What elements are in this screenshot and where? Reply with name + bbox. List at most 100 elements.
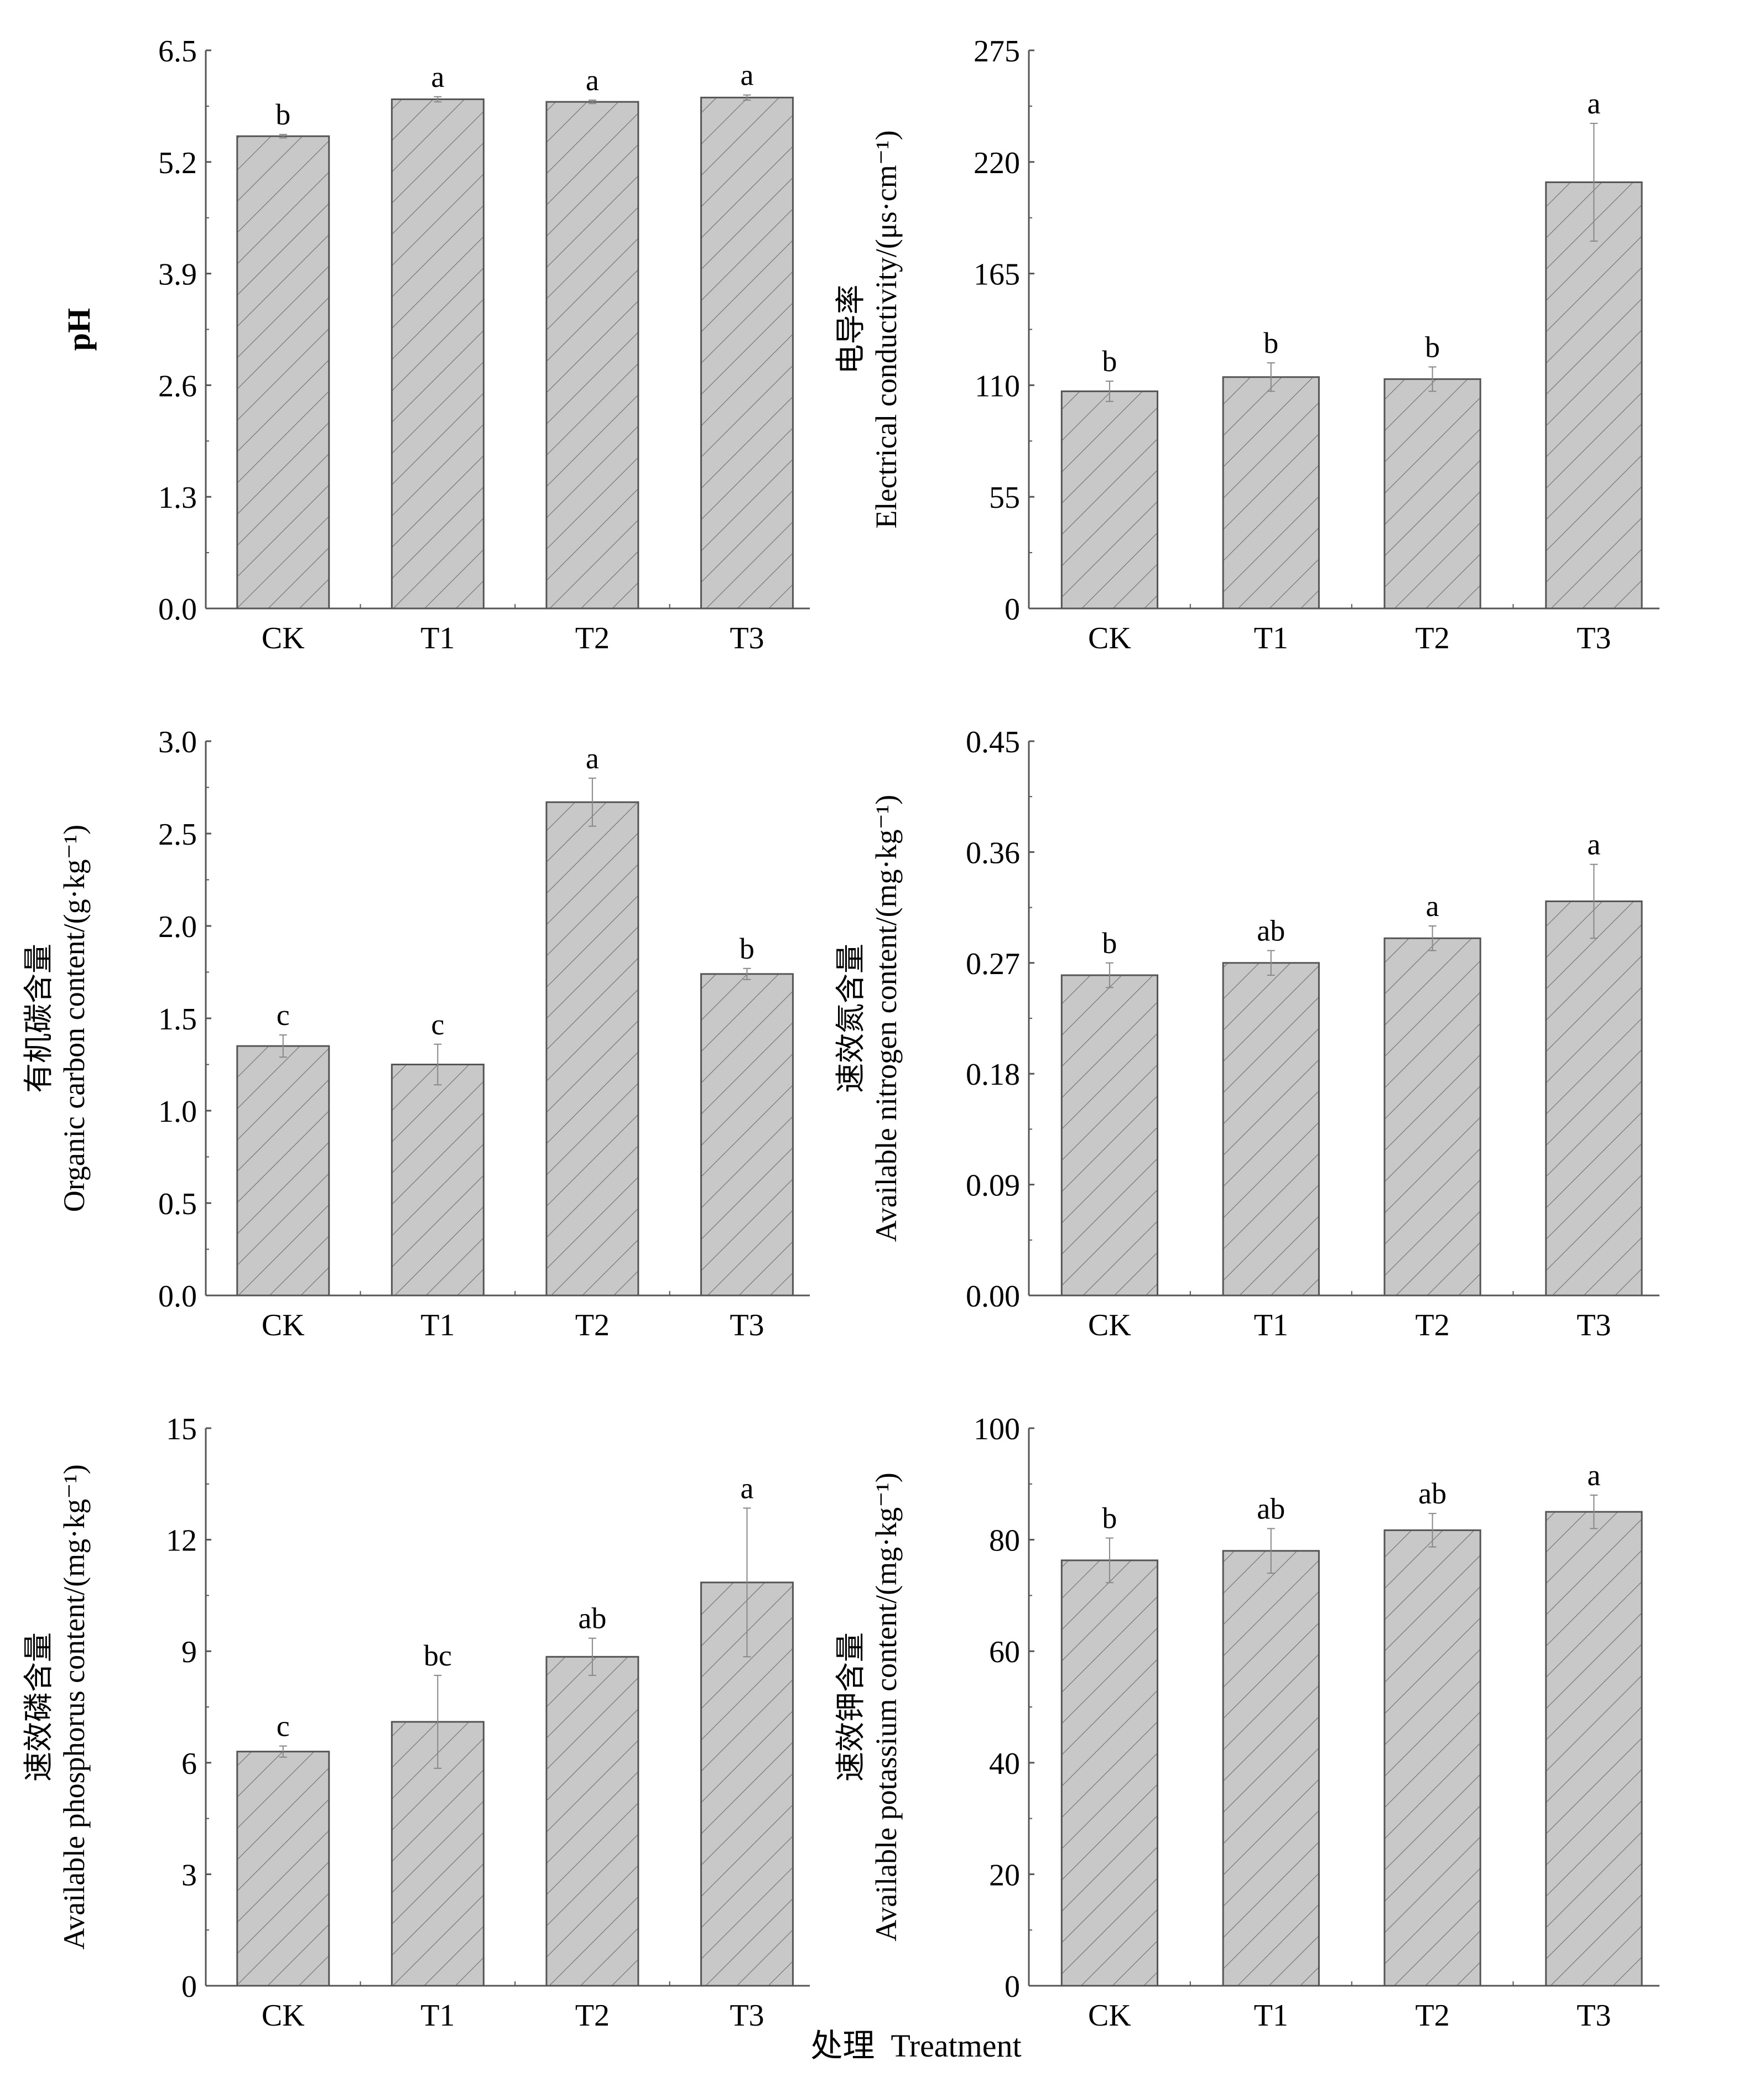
y-tick-label: 0.5 [158, 1187, 197, 1221]
y-axis-label: Available potassium content/(mg·kg⁻¹) [870, 1472, 903, 1942]
bar-t3 [700, 973, 794, 1297]
y-axis-label-cn: 速效磷含量 [22, 1632, 55, 1782]
y-tick-label: 0.09 [966, 1169, 1020, 1203]
significance-letter: bc [424, 1639, 452, 1672]
bar-t2 [545, 1656, 639, 1987]
y-axis-label-cn: 电导率 [834, 285, 867, 374]
x-tick-label: T1 [420, 1998, 455, 2033]
x-tick-label: CK [1088, 621, 1131, 655]
y-tick-label: 80 [989, 1524, 1020, 1558]
y-axis-label: Available nitrogen content/(mg·kg⁻¹) [870, 795, 903, 1242]
y-tick-label: 9 [181, 1635, 197, 1669]
bar-ck [236, 135, 330, 610]
x-tick-label: T2 [1415, 621, 1449, 655]
y-axis-label-cn: 速效钾含量 [834, 1632, 867, 1782]
y-tick-label: 165 [974, 258, 1020, 292]
y-tick-label: 6.5 [158, 34, 197, 69]
y-tick-label: 0 [1005, 592, 1020, 627]
x-tick-label: T1 [1254, 1998, 1288, 2033]
chart-panel-4: 0.00 0.09 0.18 0.27 0.36 0.45 速效氮含量 Available n… [834, 725, 1659, 1342]
x-axis-common-label: 处理 Treatment [810, 2028, 1021, 2064]
significance-letter: c [277, 1710, 290, 1743]
bar-ck [1060, 390, 1159, 610]
y-tick-label: 20 [989, 1858, 1020, 1892]
x-tick-label: T1 [420, 1308, 455, 1342]
bar-t1 [391, 98, 485, 610]
x-tick-label: T1 [420, 621, 455, 655]
chart-panel-5: 0 3 6 9 12 15 速效磷含量 Available phosphorus conten… [22, 1412, 810, 2033]
y-tick-label: 55 [989, 481, 1020, 515]
significance-letter: a [431, 60, 444, 93]
y-axis-label: pH [61, 308, 97, 351]
significance-letter: c [431, 1008, 444, 1041]
bar-ck [236, 1751, 330, 1987]
y-tick-label: 6 [181, 1747, 197, 1781]
y-axis-label: Electrical conductivity/(μs·cm⁻¹) [870, 131, 903, 529]
bar-t2 [1383, 378, 1481, 610]
x-tick-label: CK [1088, 1998, 1131, 2033]
y-tick-label: 3 [181, 1858, 197, 1892]
bar-ck [1060, 974, 1159, 1297]
bar-ck [236, 1045, 330, 1297]
chart-panel-2: 0 55 110 165 220 275 电导率 Electrical conductivit… [834, 34, 1659, 655]
y-tick-label: 100 [974, 1412, 1020, 1446]
x-tick-label: CK [262, 1308, 305, 1342]
significance-letter: a [1587, 1459, 1600, 1492]
y-axis-label: Available phosphorus content/(mg·kg⁻¹) [58, 1464, 91, 1950]
y-tick-label: 2.6 [158, 369, 197, 403]
y-tick-label: 3.9 [158, 258, 197, 292]
y-tick-label: 0.45 [966, 725, 1020, 759]
y-tick-label: 1.5 [158, 1002, 197, 1037]
significance-letter: a [1426, 889, 1439, 923]
significance-letter: a [1587, 87, 1600, 120]
significance-letter: a [586, 64, 599, 97]
y-tick-label: 0.27 [966, 947, 1020, 981]
y-tick-label: 275 [974, 34, 1020, 69]
x-tick-label: T2 [1415, 1998, 1449, 2033]
y-tick-label: 0.00 [966, 1279, 1020, 1314]
bar-t3 [1545, 181, 1643, 610]
significance-letter: b [1102, 927, 1117, 960]
significance-letter: ab [1418, 1477, 1446, 1510]
y-tick-label: 0 [1005, 1970, 1020, 2004]
y-tick-label: 1.3 [158, 481, 197, 515]
significance-letter: b [1263, 326, 1278, 360]
y-axis-label-cn: 有机碳含量 [22, 944, 55, 1093]
y-tick-label: 0.36 [966, 836, 1020, 870]
significance-letter: a [740, 59, 753, 92]
bar-t3 [1545, 1511, 1643, 1987]
y-tick-label: 1.0 [158, 1095, 197, 1129]
x-tick-label: T3 [1576, 1998, 1611, 2033]
x-tick-label: T1 [1254, 1308, 1288, 1342]
x-tick-label: T2 [575, 621, 610, 655]
y-tick-label: 15 [166, 1412, 197, 1446]
chart-panel-6: 0 20 40 60 80 100 速效钾含量 Available potassium con… [834, 1412, 1659, 2033]
chart-panel-3: 0.0 0.5 1.0 1.5 2.0 2.5 3.0 有机碳含量 Organic carbon… [22, 725, 810, 1342]
bar-t2 [545, 801, 639, 1297]
significance-letter: a [740, 1471, 753, 1505]
bar-t1 [391, 1064, 485, 1297]
bar-t2 [545, 101, 639, 610]
x-tick-label: T2 [1415, 1308, 1449, 1342]
significance-letter: ab [1257, 1492, 1285, 1525]
x-tick-label: T3 [730, 621, 764, 655]
bar-t1 [1222, 1550, 1320, 1987]
significance-letter: ab [1257, 914, 1285, 948]
bar-t1 [1222, 962, 1320, 1297]
y-tick-label: 2.5 [158, 818, 197, 852]
bar-t1 [1222, 376, 1320, 610]
y-tick-label: 5.2 [158, 146, 197, 180]
x-tick-label: CK [1088, 1308, 1131, 1342]
bar-t2 [1383, 937, 1481, 1297]
y-tick-label: 40 [989, 1747, 1020, 1781]
x-tick-label: T3 [730, 1308, 764, 1342]
x-tick-label: T3 [1576, 621, 1611, 655]
bar-t2 [1383, 1529, 1481, 1987]
y-tick-label: 0.0 [158, 592, 197, 627]
significance-letter: a [586, 742, 599, 775]
y-tick-label: 2.0 [158, 910, 197, 944]
significance-letter: b [1102, 345, 1117, 378]
x-tick-label: T2 [575, 1308, 610, 1342]
y-tick-label: 0.0 [158, 1279, 197, 1314]
